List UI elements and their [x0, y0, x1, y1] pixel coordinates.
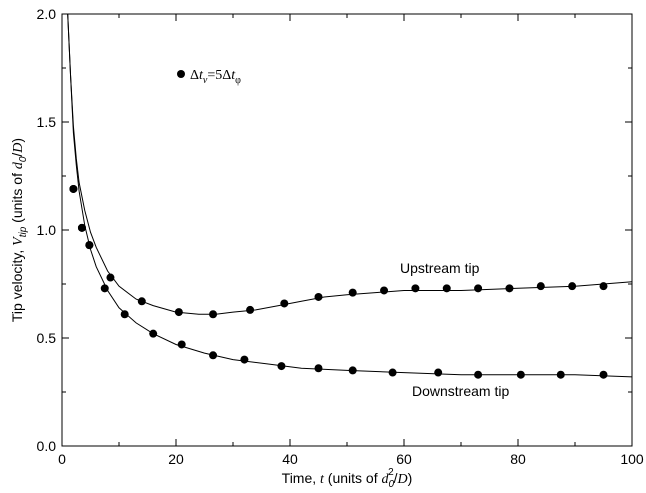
upstream-tip-point: [174, 308, 183, 317]
y-tick-labels: 0.0 0.5 1.0 1.5 2.0: [37, 6, 57, 454]
upstream-tip-point: [314, 292, 323, 301]
x-tick-label: 60: [396, 451, 412, 467]
downstream-tip-point: [474, 370, 483, 379]
x-tick-label: 0: [58, 451, 66, 467]
downstream-tip-point: [77, 223, 86, 232]
x-tick-label: 20: [168, 451, 184, 467]
upstream-tip-fit-curve: [67, 13, 633, 315]
legend-label: Δtv=5Δtφ: [190, 68, 241, 86]
y-tick-label: 0.5: [37, 330, 57, 346]
upstream-tip-point: [137, 297, 146, 306]
downstream-tip-point: [85, 241, 94, 250]
downstream-tip-point: [314, 364, 323, 373]
fit-curves: [67, 13, 633, 378]
downstream-tip-point: [69, 184, 78, 193]
upstream-tip-point: [380, 286, 389, 295]
downstream-tip-point: [149, 329, 158, 338]
downstream-tip-point: [348, 366, 357, 375]
x-tick-labels: 0 20 40 60 80 100: [58, 451, 644, 467]
downstream-tip-point: [209, 351, 218, 360]
upstream-tip-point: [106, 273, 115, 282]
downstream-tip-point: [516, 370, 525, 379]
downstream-tip-point: [434, 368, 443, 377]
x-tick-label: 100: [620, 451, 644, 467]
downstream-tip-point: [240, 355, 249, 364]
upstream-tip-point: [536, 282, 545, 291]
downstream-tip-fit-curve: [67, 13, 633, 378]
x-axis-title: Time, t (units of d02/D): [282, 467, 413, 490]
legend-marker: [177, 70, 185, 78]
upstream-tip-point: [599, 282, 608, 291]
downstream-tip-point: [388, 368, 397, 377]
y-axis-title: Tip velocity, Vtip (units of d0/D): [9, 138, 29, 322]
downstream-tip-point: [556, 370, 565, 379]
y-tick-label: 2.0: [37, 6, 57, 22]
upstream-tip-point: [280, 299, 289, 308]
upstream-tip-point: [246, 305, 255, 314]
upstream-tip-point: [209, 310, 218, 319]
annotation-downstream: Downstream tip: [412, 383, 509, 399]
downstream-tip-point: [120, 310, 129, 319]
downstream-tip-point: [599, 370, 608, 379]
upstream-tip-point: [442, 284, 451, 293]
y-tick-label: 1.0: [37, 222, 57, 238]
data-points: [69, 184, 608, 379]
y-tick-label: 1.5: [37, 114, 57, 130]
annotation-upstream: Upstream tip: [400, 260, 480, 276]
x-tick-label: 80: [510, 451, 526, 467]
downstream-tip-point: [277, 362, 286, 371]
legend: Δtv=5Δtφ: [177, 68, 241, 86]
upstream-tip-point: [505, 284, 514, 293]
axis-ticks: [61, 13, 633, 447]
upstream-tip-point: [348, 288, 357, 297]
upstream-tip-point: [568, 282, 577, 291]
y-tick-label: 0.0: [37, 438, 57, 454]
upstream-tip-point: [411, 284, 420, 293]
plot-frame: [61, 13, 633, 447]
upstream-tip-point: [474, 284, 483, 293]
downstream-tip-point: [100, 284, 109, 293]
downstream-tip-point: [177, 340, 186, 349]
x-tick-label: 40: [282, 451, 298, 467]
